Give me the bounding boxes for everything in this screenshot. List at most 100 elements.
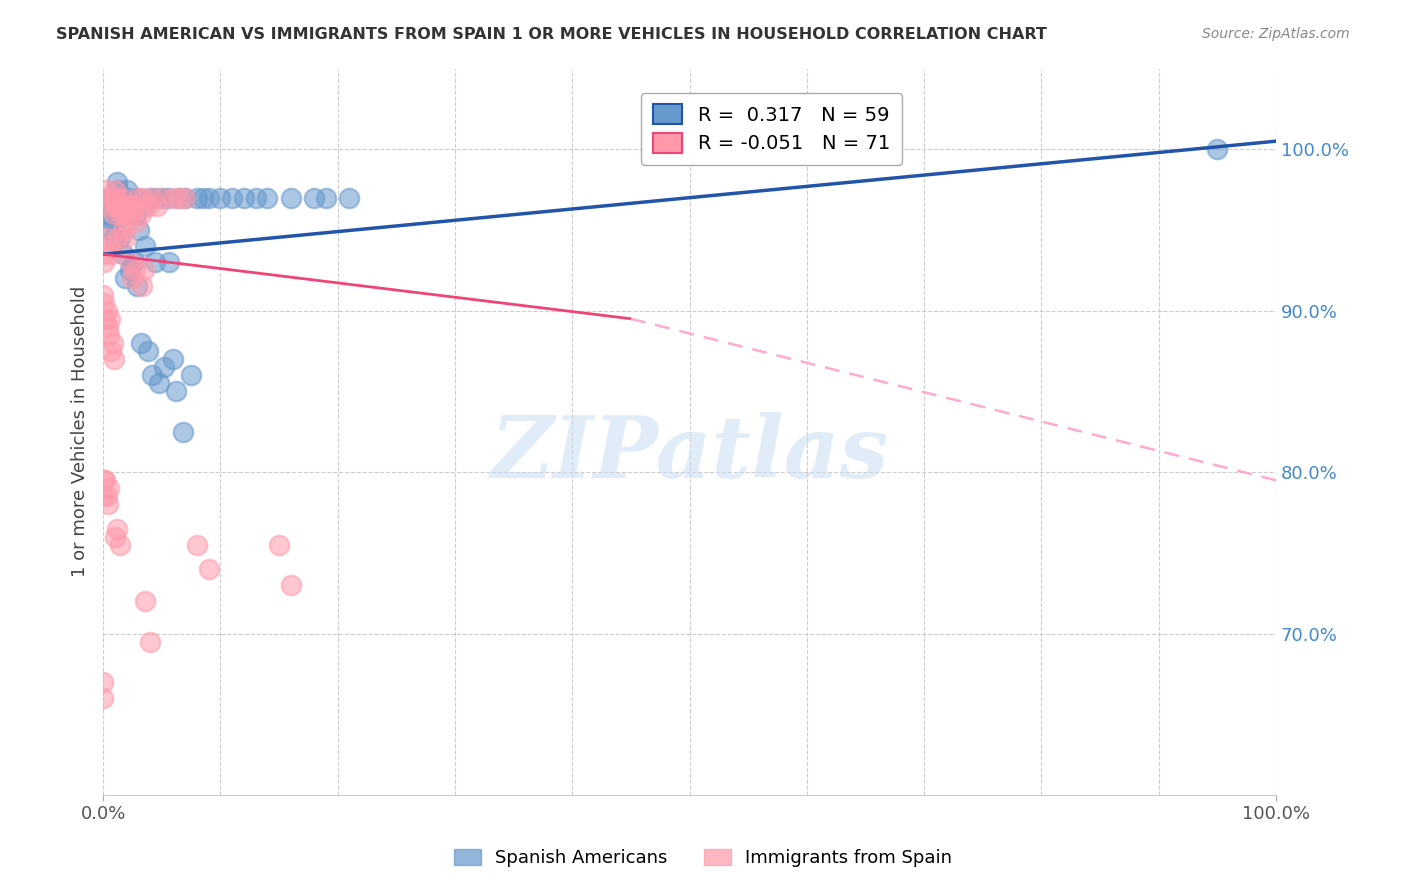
Point xyxy=(112,207,135,221)
Point xyxy=(125,207,148,221)
Point xyxy=(96,489,118,503)
Point xyxy=(112,207,135,221)
Point xyxy=(91,287,114,301)
Point xyxy=(139,634,162,648)
Point xyxy=(157,255,180,269)
Point xyxy=(139,191,162,205)
Point xyxy=(132,191,155,205)
Point xyxy=(93,295,115,310)
Point xyxy=(94,311,117,326)
Point xyxy=(98,191,121,205)
Point xyxy=(94,473,117,487)
Point xyxy=(280,191,302,205)
Point xyxy=(172,425,194,439)
Point xyxy=(280,578,302,592)
Point xyxy=(156,191,179,205)
Point xyxy=(98,239,121,253)
Point xyxy=(150,191,173,205)
Point xyxy=(129,207,152,221)
Point xyxy=(174,191,197,205)
Point xyxy=(112,247,135,261)
Point xyxy=(186,538,208,552)
Point xyxy=(98,191,121,205)
Point xyxy=(145,191,167,205)
Point xyxy=(93,473,115,487)
Point xyxy=(98,481,121,495)
Legend: Spanish Americans, Immigrants from Spain: Spanish Americans, Immigrants from Spain xyxy=(447,841,959,874)
Point xyxy=(120,207,142,221)
Point xyxy=(115,183,138,197)
Point xyxy=(136,199,159,213)
Point xyxy=(127,191,149,205)
Point xyxy=(118,191,141,205)
Point xyxy=(105,199,128,213)
Point xyxy=(125,215,148,229)
Point xyxy=(153,360,176,375)
Point xyxy=(101,191,124,205)
Point xyxy=(245,191,267,205)
Text: Source: ZipAtlas.com: Source: ZipAtlas.com xyxy=(1202,27,1350,41)
Point xyxy=(101,215,124,229)
Point xyxy=(114,271,136,285)
Point xyxy=(105,191,128,205)
Point xyxy=(100,344,122,359)
Point xyxy=(104,530,127,544)
Point xyxy=(97,319,120,334)
Point xyxy=(124,263,146,277)
Point xyxy=(108,538,131,552)
Point xyxy=(165,384,187,399)
Point xyxy=(91,199,114,213)
Point xyxy=(108,199,131,213)
Point xyxy=(110,191,132,205)
Point xyxy=(94,183,117,197)
Point xyxy=(302,191,325,205)
Point xyxy=(134,239,156,253)
Text: ZIPatlas: ZIPatlas xyxy=(491,412,889,495)
Point xyxy=(105,175,128,189)
Point xyxy=(221,191,243,205)
Point xyxy=(141,368,163,383)
Point xyxy=(162,191,184,205)
Point xyxy=(107,183,129,197)
Point xyxy=(98,327,121,342)
Point xyxy=(93,255,115,269)
Point xyxy=(105,215,128,229)
Point xyxy=(98,207,121,221)
Point xyxy=(104,183,127,197)
Point xyxy=(180,368,202,383)
Point xyxy=(162,352,184,367)
Legend: R =  0.317   N = 59, R = -0.051   N = 71: R = 0.317 N = 59, R = -0.051 N = 71 xyxy=(641,93,901,165)
Point xyxy=(120,255,142,269)
Point xyxy=(91,675,114,690)
Point xyxy=(96,231,118,245)
Point xyxy=(103,231,125,245)
Point xyxy=(134,199,156,213)
Point xyxy=(174,191,197,205)
Point xyxy=(129,336,152,351)
Point xyxy=(96,303,118,318)
Point xyxy=(122,255,145,269)
Point xyxy=(108,231,131,245)
Point xyxy=(115,199,138,213)
Point xyxy=(191,191,214,205)
Point xyxy=(98,199,121,213)
Point xyxy=(150,191,173,205)
Point xyxy=(114,231,136,245)
Point xyxy=(111,191,134,205)
Point xyxy=(127,191,149,205)
Point xyxy=(134,263,156,277)
Point xyxy=(169,191,191,205)
Point xyxy=(100,223,122,237)
Point xyxy=(169,191,191,205)
Point xyxy=(232,191,254,205)
Point xyxy=(97,498,120,512)
Point xyxy=(197,191,219,205)
Point xyxy=(104,207,127,221)
Point xyxy=(103,207,125,221)
Point xyxy=(134,594,156,608)
Point xyxy=(118,199,141,213)
Point xyxy=(197,562,219,576)
Point xyxy=(91,489,114,503)
Point xyxy=(122,199,145,213)
Point xyxy=(105,522,128,536)
